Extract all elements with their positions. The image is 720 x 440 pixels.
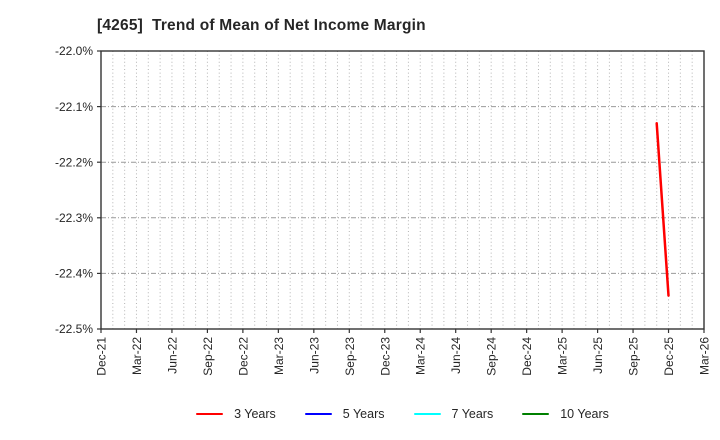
x-axis-tick-label: Dec-22: [236, 337, 250, 376]
legend-line-swatch-3-years: [196, 412, 224, 416]
legend-label-3-years: 3 Years: [234, 407, 276, 421]
y-axis-tick-label: -22.3%: [55, 211, 93, 225]
legend-item-5-years: 5 Years: [304, 407, 385, 421]
x-axis-tick-label: Sep-22: [201, 337, 215, 376]
y-axis-tick-label: -22.1%: [55, 100, 93, 114]
x-axis-tick-label: Jun-24: [449, 337, 463, 374]
chart-title: [4265] Trend of Mean of Net Income Margi…: [97, 17, 426, 34]
x-axis-tick-label: Sep-23: [343, 337, 357, 376]
legend-item-3-years: 3 Years: [196, 407, 276, 421]
x-axis-tick-label: Mar-23: [272, 337, 286, 375]
legend-item-10-years: 10 Years: [522, 407, 609, 421]
x-axis-tick-label: Sep-25: [627, 337, 641, 376]
legend-line-swatch-7-years: [413, 412, 441, 416]
series-line-3-years: [655, 122, 670, 297]
x-axis-tick-label: Mar-26: [698, 337, 712, 375]
x-axis-tick-label: Sep-24: [485, 337, 499, 376]
chart-legend: 3 Years 5 Years 7 Years 10 Years: [101, 404, 704, 424]
legend-item-7-years: 7 Years: [413, 407, 494, 421]
y-axis-tick-label: -22.5%: [55, 322, 93, 336]
x-axis-tick-label: Dec-23: [378, 337, 392, 376]
x-axis-tick-label: Dec-21: [95, 337, 109, 376]
x-axis-tick-label: Dec-24: [520, 337, 534, 376]
x-axis-tick-label: Mar-25: [556, 337, 570, 375]
legend-label-5-years: 5 Years: [342, 407, 385, 421]
x-axis-tick-label: Jun-22: [165, 337, 179, 374]
legend-line-swatch-10-years: [522, 412, 550, 416]
legend-label-7-years: 7 Years: [451, 407, 494, 421]
plot-border: [100, 50, 705, 330]
y-axis-tick-label: -22.2%: [55, 155, 93, 169]
y-axis-tick-label: -22.4%: [55, 267, 93, 281]
legend-label-10-years: 10 Years: [560, 407, 609, 421]
x-axis-tick-label: Mar-24: [414, 337, 428, 375]
x-axis-tick-label: Mar-22: [130, 337, 144, 375]
x-axis-tick-label: Jun-23: [307, 337, 321, 374]
x-axis-tick-label: Dec-25: [662, 337, 676, 376]
x-axis-tick-label: Jun-25: [591, 337, 605, 374]
y-axis-tick-label: -22.0%: [55, 44, 93, 58]
legend-line-swatch-5-years: [304, 412, 332, 416]
